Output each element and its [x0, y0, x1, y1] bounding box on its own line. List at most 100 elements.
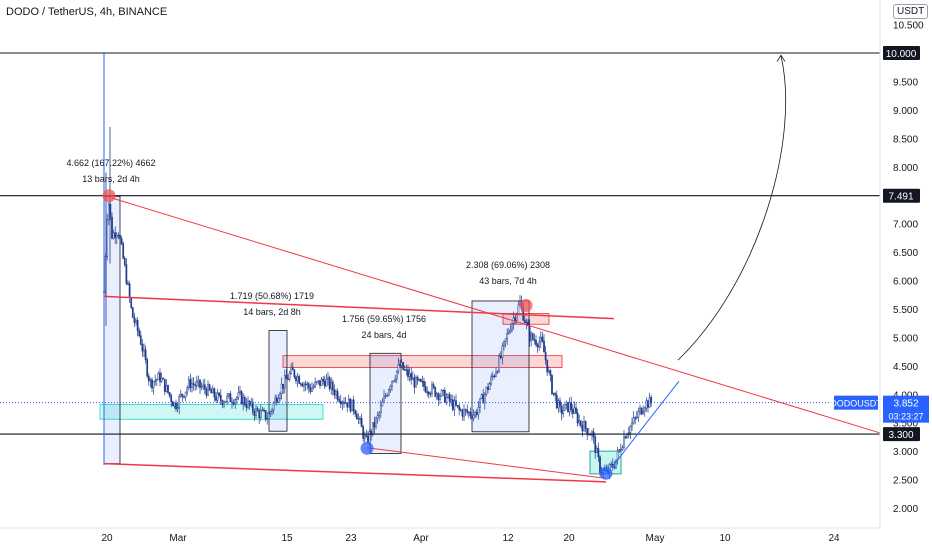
candle-body: [205, 388, 208, 396]
descending-trendline: [111, 197, 881, 434]
candle-body: [218, 392, 221, 396]
measure-box: [369, 352, 402, 454]
candle-body: [531, 333, 534, 340]
candle-body: [509, 329, 512, 333]
candle-body: [323, 380, 326, 387]
candle-body: [184, 391, 187, 398]
candle-body: [279, 393, 281, 399]
candle-body: [370, 430, 373, 435]
candle-body: [637, 411, 640, 418]
candle-body: [202, 384, 205, 387]
candle-body: [125, 264, 128, 284]
candle-body: [384, 395, 387, 397]
candle-body: [514, 317, 517, 321]
candle-body: [583, 421, 585, 432]
candle-body: [176, 407, 179, 410]
candle-body: [287, 378, 289, 380]
candle-body: [195, 381, 198, 387]
candle-body: [610, 463, 613, 466]
candle-body: [237, 392, 240, 398]
candle-body: [240, 391, 243, 405]
candle-body: [253, 411, 256, 416]
candle-body: [439, 395, 441, 400]
candle-body: [434, 387, 437, 397]
candle-body: [123, 258, 126, 265]
pivot-high-marker: [102, 189, 116, 203]
candle-body: [615, 459, 617, 469]
price-tick-label: 10.500: [893, 21, 924, 32]
candle-body: [234, 399, 237, 405]
candle-body: [175, 402, 177, 410]
candle-body: [328, 377, 331, 389]
candle-body: [264, 410, 267, 420]
candle-body: [463, 409, 465, 417]
zone-layer: [99, 195, 622, 475]
candle-body: [503, 341, 505, 347]
price-tick-label: 7.000: [893, 220, 918, 231]
currency-badge[interactable]: USDT: [893, 4, 929, 19]
candle-body: [317, 380, 320, 383]
candle-body: [259, 410, 262, 418]
candle-body: [411, 377, 414, 381]
candle-body: [447, 394, 449, 398]
candle-body: [525, 321, 528, 324]
candle-body: [115, 234, 118, 238]
measure-bars-label: 13 bars, 2d 4h: [82, 174, 140, 184]
candle-body: [375, 417, 377, 428]
candle-body: [471, 415, 473, 419]
candle-body: [335, 391, 337, 396]
candle-body: [487, 386, 489, 390]
candle-body: [594, 436, 597, 453]
candle-body: [395, 370, 398, 380]
candle-body: [144, 349, 147, 361]
candle-body: [170, 395, 173, 403]
candle-body: [277, 398, 280, 403]
candle-body: [167, 384, 169, 393]
candle-body: [442, 389, 445, 392]
candle-body: [427, 391, 430, 395]
candle-body: [223, 402, 225, 406]
candle-body: [440, 390, 443, 397]
time-tick-label: 24: [828, 533, 840, 544]
candle-body: [269, 411, 272, 414]
candle-body: [554, 392, 557, 396]
projection-arc: [677, 55, 787, 361]
candle-body: [559, 400, 561, 407]
candle-body: [346, 402, 349, 408]
candle-body: [194, 384, 197, 387]
candle-body: [191, 383, 193, 389]
last-price-tag: [883, 395, 929, 423]
candle-body: [408, 373, 411, 377]
candle-body: [219, 394, 222, 402]
candle-body: [639, 407, 641, 412]
candle-body: [578, 420, 581, 424]
candle-body: [631, 422, 633, 427]
candle-body: [407, 369, 409, 377]
candle-body: [368, 430, 371, 443]
candle-body: [295, 376, 297, 382]
time-tick-label: 23: [345, 533, 357, 544]
measure-bars-label: 14 bars, 2d 8h: [243, 307, 301, 317]
measure-label: 2.308 (69.06%) 2308: [466, 260, 550, 270]
candle-body: [267, 413, 270, 419]
key-level-tag: [883, 427, 920, 442]
candle-body: [456, 405, 459, 407]
candle-body: [293, 369, 296, 378]
candle-body: [482, 394, 485, 404]
lower-channel-line: [103, 462, 607, 483]
candle-body: [389, 386, 392, 390]
candle-body: [403, 369, 406, 371]
candle-body: [552, 392, 555, 395]
candle-body: [450, 399, 453, 402]
candle-body: [551, 375, 553, 395]
pivot-high-marker: [519, 299, 533, 313]
candle-body: [258, 410, 261, 418]
candle-body: [235, 397, 238, 400]
candle-body: [141, 344, 144, 352]
candle-body: [619, 449, 622, 451]
candle-body: [243, 397, 246, 405]
candle-body: [376, 415, 379, 419]
candle-body: [557, 400, 560, 409]
